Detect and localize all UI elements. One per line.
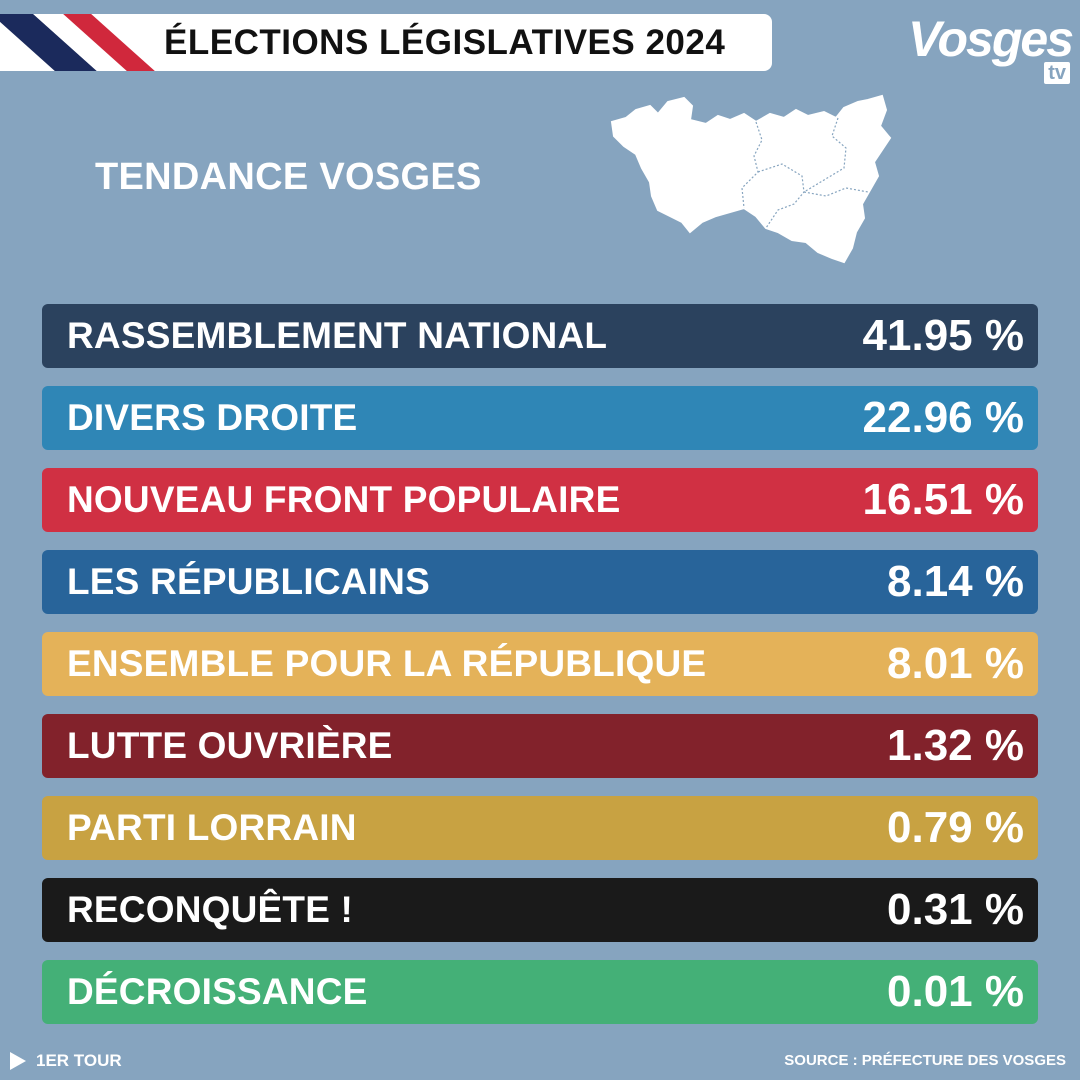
result-row: RASSEMBLEMENT NATIONAL 41.95 % (42, 304, 1038, 368)
party-label: RECONQUÊTE ! (67, 889, 354, 930)
result-row: LUTTE OUVRIÈRE 1.32 % (42, 714, 1038, 778)
french-flag-stripes-icon (0, 14, 155, 71)
result-row: DIVERS DROITE 22.96 % (42, 386, 1038, 450)
party-label: RASSEMBLEMENT NATIONAL (67, 315, 608, 356)
party-percentage: 41.95 % (862, 311, 1024, 360)
logo-tv-badge: tv (1044, 62, 1070, 84)
result-row: PARTI LORRAIN 0.79 % (42, 796, 1038, 860)
result-row: RECONQUÊTE ! 0.31 % (42, 878, 1038, 942)
result-row: ENSEMBLE POUR LA RÉPUBLIQUE 8.01 % (42, 632, 1038, 696)
play-icon (10, 1052, 26, 1070)
party-label: LES RÉPUBLICAINS (67, 561, 430, 602)
party-percentage: 1.32 % (887, 721, 1024, 770)
party-percentage: 16.51 % (862, 475, 1024, 524)
round-label: 1ER TOUR (36, 1051, 122, 1070)
result-row: NOUVEAU FRONT POPULAIRE 16.51 % (42, 468, 1038, 532)
party-percentage: 8.01 % (887, 639, 1024, 688)
round-indicator: 1ER TOUR (10, 1050, 122, 1072)
party-percentage: 0.31 % (887, 885, 1024, 934)
header-banner: ÉLECTIONS LÉGISLATIVES 2024 (0, 14, 772, 71)
logo-wordmark: Vosges (908, 11, 1074, 67)
party-percentage: 0.79 % (887, 803, 1024, 852)
source-note: SOURCE : PRÉFECTURE DES VOSGES (784, 1052, 1066, 1069)
vosges-tv-logo: Vosges tv (908, 10, 1076, 86)
party-percentage: 8.14 % (887, 557, 1024, 606)
party-percentage: 22.96 % (862, 393, 1024, 442)
party-label: LUTTE OUVRIÈRE (67, 725, 393, 766)
page-title: ÉLECTIONS LÉGISLATIVES 2024 (164, 23, 726, 62)
party-label: DIVERS DROITE (67, 397, 358, 438)
party-label: PARTI LORRAIN (67, 807, 357, 848)
chart-subtitle: TENDANCE VOSGES (95, 156, 482, 198)
party-percentage: 0.01 % (887, 967, 1024, 1016)
vosges-map-icon (610, 94, 892, 264)
party-label: NOUVEAU FRONT POPULAIRE (67, 479, 621, 520)
party-label: ENSEMBLE POUR LA RÉPUBLIQUE (67, 643, 707, 684)
result-row: LES RÉPUBLICAINS 8.14 % (42, 550, 1038, 614)
party-label: DÉCROISSANCE (67, 971, 368, 1012)
result-row: DÉCROISSANCE 0.01 % (42, 960, 1038, 1024)
